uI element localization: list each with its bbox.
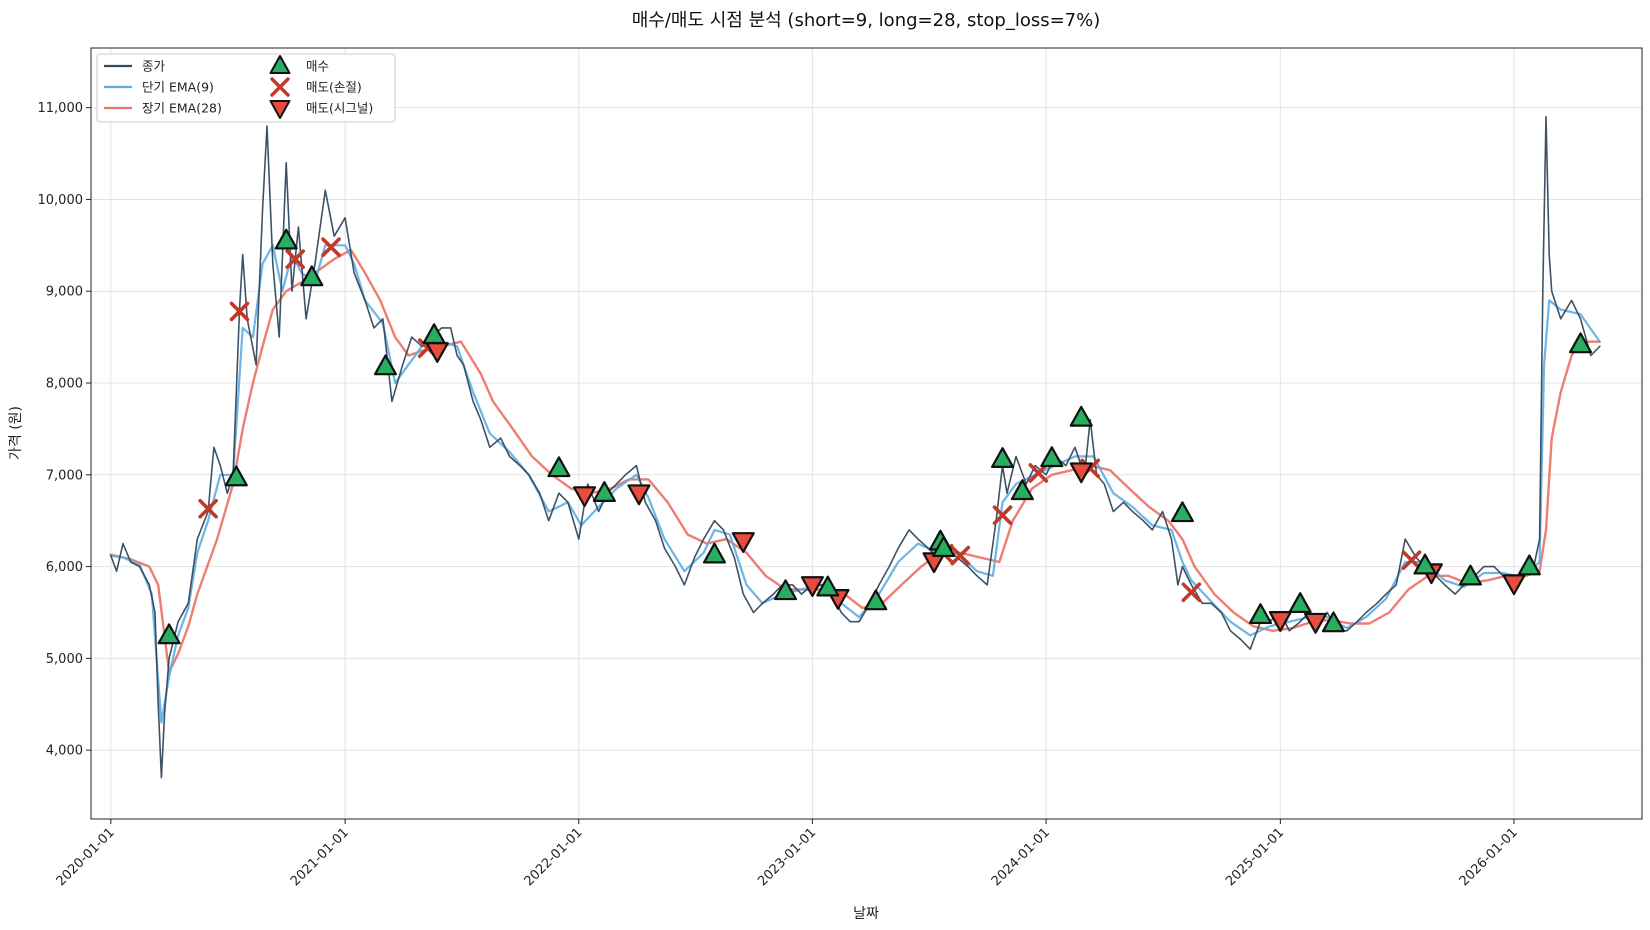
signal-sell-marker (1268, 611, 1292, 632)
buy-marker (157, 623, 181, 645)
legend-label: 매수 (306, 59, 329, 74)
buy-marker (816, 575, 840, 597)
plot-area-frame (90, 47, 1643, 820)
buy-marker (547, 456, 571, 478)
buy-marker (1288, 592, 1312, 614)
stop-loss-marker (285, 249, 305, 269)
signal-sell-marker (731, 532, 755, 553)
legend-swatch-signal (269, 100, 291, 119)
stop-loss-stroke (992, 505, 1013, 525)
signal-sell-marker (1303, 612, 1328, 634)
legend-label: 매도(시그널) (306, 101, 373, 116)
stop-loss-stroke (1028, 463, 1049, 483)
signal-sell-marker (1502, 574, 1526, 596)
signal-sell-marker (627, 484, 651, 506)
x-tick-label: 2024-01-01 (989, 825, 1053, 889)
buy-marker (1248, 603, 1273, 625)
signal-markers (157, 228, 1593, 645)
legend-label: 매도(손절) (306, 80, 362, 95)
buy-marker (224, 465, 248, 487)
y-tick-label: 6,000 (46, 560, 83, 575)
x-axis-ticks: 2020-01-01 2021-01-01 2022-01-01 2023-01-01… (54, 819, 1521, 889)
y-tick-label: 7,000 (46, 468, 83, 483)
buy-marker (1517, 554, 1541, 576)
stop-loss-stroke (1401, 550, 1422, 570)
y-axis-ticks: 4,000 5,000 6,000 7,000 8,000 9,000 10,000 11,0… (38, 101, 91, 759)
y-tick-label: 5,000 (46, 652, 83, 667)
buy-marker (932, 536, 956, 558)
stop-loss-stroke (229, 301, 250, 322)
stop-loss-stroke (950, 545, 971, 566)
legend-label: 장기 EMA(28) (142, 101, 222, 116)
stop-loss-marker (1181, 582, 1202, 603)
legend-label: 단기 EMA(9) (142, 80, 214, 95)
ema-lines (109, 244, 1601, 724)
buy-marker (1321, 611, 1346, 633)
buy-marker (274, 228, 298, 250)
buy-marker (1040, 446, 1064, 468)
chart-title: 매수/매도 시점 분석 (short=9, long=28, stop_loss… (632, 10, 1101, 31)
buy-marker (990, 447, 1015, 468)
stop-loss-marker (321, 237, 341, 257)
price-line-layer (110, 116, 1601, 779)
short-ema-line (109, 244, 1601, 724)
buy-marker (1569, 332, 1593, 354)
x-tick-label: 2021-01-01 (288, 825, 352, 889)
buy-marker (1413, 553, 1437, 575)
buy-marker (300, 265, 324, 287)
legend-label: 종가 (142, 59, 166, 74)
x-tick-label: 2026-01-01 (1457, 825, 1521, 889)
buy-marker (1010, 479, 1034, 501)
x-tick-label: 2020-01-01 (54, 825, 118, 889)
grid (91, 48, 1642, 819)
buy-marker (373, 354, 398, 376)
stop-loss-marker (1028, 463, 1049, 483)
stop-loss-stroke (321, 237, 341, 257)
y-tick-label: 10,000 (38, 193, 84, 208)
stop-loss-stroke (198, 498, 218, 519)
x-tick-label: 2023-01-01 (755, 825, 819, 889)
buy-marker (864, 589, 888, 611)
stop-loss-marker (229, 301, 250, 322)
buy-marker (702, 542, 727, 564)
buy-marker (592, 481, 616, 502)
x-tick-label: 2025-01-01 (1223, 825, 1287, 889)
y-tick-label: 11,000 (38, 101, 84, 116)
y-tick-label: 9,000 (46, 285, 83, 300)
y-tick-label: 4,000 (46, 744, 83, 759)
close-price-line (110, 116, 1601, 779)
stop-loss-marker (198, 498, 218, 519)
signal-sell-marker (800, 576, 824, 598)
legend-swatch-buy (269, 55, 291, 74)
buy-marker (1458, 564, 1482, 586)
x-axis-label: 날짜 (853, 906, 879, 922)
stop-loss-stroke (1181, 582, 1202, 603)
signal-sell-marker (1069, 462, 1093, 484)
stop-loss-stroke (285, 249, 305, 269)
buy-marker (422, 323, 446, 345)
legend-swatch-stop (270, 77, 290, 97)
buy-marker (1069, 405, 1093, 427)
signal-sell-marker (572, 486, 597, 508)
y-tick-label: 8,000 (46, 377, 83, 392)
stop-loss-marker (992, 505, 1013, 525)
stop-loss-marker (1401, 550, 1422, 570)
x-tick-label: 2022-01-01 (522, 825, 586, 889)
y-axis-label: 가격 (원) (8, 406, 24, 460)
buy-marker (1170, 501, 1194, 523)
buy-marker (773, 579, 798, 601)
stop-loss-marker (950, 545, 971, 566)
legend-box (96, 53, 396, 123)
